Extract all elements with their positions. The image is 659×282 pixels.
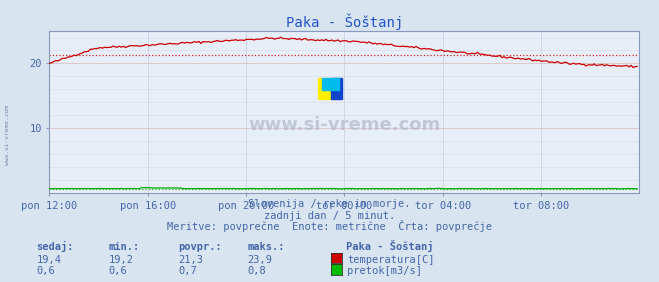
Text: Slovenija / reke in morje.: Slovenija / reke in morje. xyxy=(248,199,411,209)
Text: pretok[m3/s]: pretok[m3/s] xyxy=(347,266,422,276)
Text: min.:: min.: xyxy=(109,242,140,252)
Text: Meritve: povprečne  Enote: metrične  Črta: povprečje: Meritve: povprečne Enote: metrične Črta:… xyxy=(167,220,492,232)
Bar xyxy=(322,78,339,90)
Bar xyxy=(318,78,331,99)
Text: 0,7: 0,7 xyxy=(178,266,196,276)
Text: temperatura[C]: temperatura[C] xyxy=(347,255,435,265)
Text: 0,6: 0,6 xyxy=(109,266,127,276)
Text: 19,4: 19,4 xyxy=(36,255,61,265)
Text: 0,8: 0,8 xyxy=(247,266,266,276)
Text: 21,3: 21,3 xyxy=(178,255,203,265)
Text: Paka - Šoštanj: Paka - Šoštanj xyxy=(346,240,434,252)
Text: www.si-vreme.com: www.si-vreme.com xyxy=(248,116,440,134)
Title: Paka - Šoštanj: Paka - Šoštanj xyxy=(286,13,403,30)
Text: 0,6: 0,6 xyxy=(36,266,55,276)
Text: povpr.:: povpr.: xyxy=(178,242,221,252)
Text: sedaj:: sedaj: xyxy=(36,241,74,252)
Bar xyxy=(331,78,343,99)
Text: 19,2: 19,2 xyxy=(109,255,134,265)
Text: zadnji dan / 5 minut.: zadnji dan / 5 minut. xyxy=(264,211,395,221)
Text: 23,9: 23,9 xyxy=(247,255,272,265)
Text: maks.:: maks.: xyxy=(247,242,285,252)
Text: www.si-vreme.com: www.si-vreme.com xyxy=(5,105,11,165)
